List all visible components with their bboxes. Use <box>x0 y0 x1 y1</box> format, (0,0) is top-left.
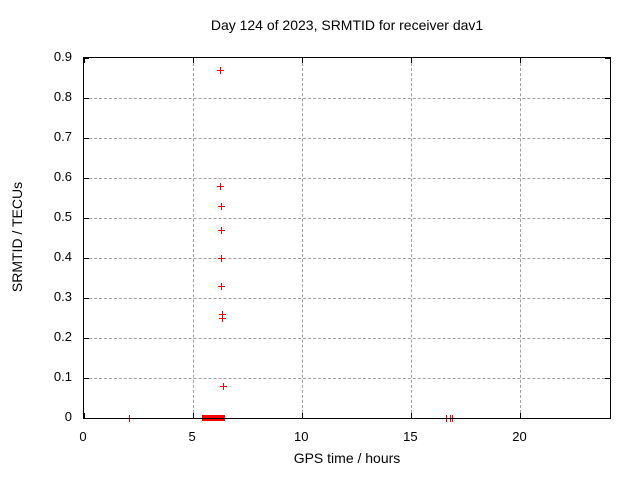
x-tick-mark-top <box>301 58 303 63</box>
y-tick-label: 0 <box>64 409 72 424</box>
x-tick-mark-bottom <box>520 413 521 418</box>
horizontal-gridline <box>84 97 610 99</box>
data-point-marker <box>219 382 227 390</box>
horizontal-gridline <box>84 177 610 179</box>
data-point-marker <box>217 182 225 190</box>
x-tick-label: 5 <box>188 429 196 444</box>
y-tick-label: 0.6 <box>53 169 72 184</box>
plot-area <box>83 57 611 422</box>
y-tick-mark-right <box>605 217 610 219</box>
data-point-marker <box>217 226 225 234</box>
horizontal-gridline <box>84 377 610 379</box>
y-tick-mark-left <box>84 217 89 219</box>
y-tick-mark-right <box>605 337 610 339</box>
y-tick-label: 0.4 <box>53 249 72 264</box>
data-point-marker <box>216 66 224 74</box>
y-axis-label: SRMTID / TECUs <box>9 181 25 293</box>
x-tick-mark-top <box>83 58 85 63</box>
x-tick-mark-bottom <box>301 413 303 418</box>
y-tick-mark-right <box>605 297 610 299</box>
x-tick-mark-top <box>410 58 412 63</box>
vertical-gridline <box>410 58 412 418</box>
x-tick-label: 0 <box>79 429 87 444</box>
x-tick-label: 20 <box>512 429 527 444</box>
y-tick-label: 0.1 <box>53 369 72 384</box>
x-tick-mark-bottom <box>410 413 412 418</box>
x-axis-line <box>84 417 610 419</box>
y-tick-mark-left <box>84 137 89 139</box>
y-tick-label: 0.8 <box>53 89 72 104</box>
y-tick-label: 0.7 <box>53 129 72 144</box>
horizontal-gridline <box>84 297 610 299</box>
y-tick-mark-right <box>605 137 610 139</box>
data-point-marker <box>218 310 226 318</box>
y-tick-label: 0.5 <box>53 209 72 224</box>
vertical-gridline <box>192 58 194 418</box>
horizontal-gridline <box>84 257 610 259</box>
data-point-marker <box>218 282 225 290</box>
y-tick-mark-left <box>84 257 89 259</box>
y-tick-mark-right <box>605 97 610 99</box>
chart-title: Day 124 of 2023, SRMTID for receiver dav… <box>210 17 484 33</box>
y-tick-label: 0.2 <box>53 329 72 344</box>
x-tick-label: 15 <box>403 429 418 444</box>
y-tick-label: 0.9 <box>53 49 72 64</box>
y-tick-mark-right <box>605 377 610 379</box>
y-tick-mark-left <box>84 177 89 179</box>
x-axis-label: GPS time / hours <box>293 450 401 466</box>
x-tick-mark-bottom <box>83 413 85 418</box>
vertical-gridline <box>520 58 521 418</box>
y-tick-mark-right <box>605 57 610 59</box>
y-tick-mark-right <box>605 257 610 259</box>
y-tick-mark-right <box>605 177 610 179</box>
y-tick-mark-left <box>84 297 89 299</box>
y-tick-mark-left <box>84 337 89 339</box>
y-tick-label: 0.3 <box>53 289 72 304</box>
y-tick-mark-left <box>84 57 89 59</box>
vertical-gridline <box>301 58 303 418</box>
data-point-marker <box>218 202 226 210</box>
horizontal-gridline <box>84 137 610 139</box>
y-tick-mark-left <box>84 97 89 99</box>
horizontal-gridline <box>84 337 610 339</box>
x-tick-mark-bottom <box>192 413 194 418</box>
horizontal-gridline <box>84 217 610 219</box>
x-tick-mark-top <box>520 58 521 63</box>
x-tick-mark-top <box>192 58 194 63</box>
x-tick-label: 10 <box>294 429 309 444</box>
data-point-marker <box>218 314 226 322</box>
data-point-marker <box>218 254 225 262</box>
y-tick-mark-left <box>84 377 89 379</box>
